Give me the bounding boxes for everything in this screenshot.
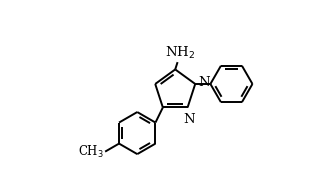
- Text: CH$_3$: CH$_3$: [78, 144, 104, 160]
- Text: N: N: [199, 76, 210, 89]
- Text: N: N: [183, 113, 195, 126]
- Text: NH$_2$: NH$_2$: [165, 45, 196, 61]
